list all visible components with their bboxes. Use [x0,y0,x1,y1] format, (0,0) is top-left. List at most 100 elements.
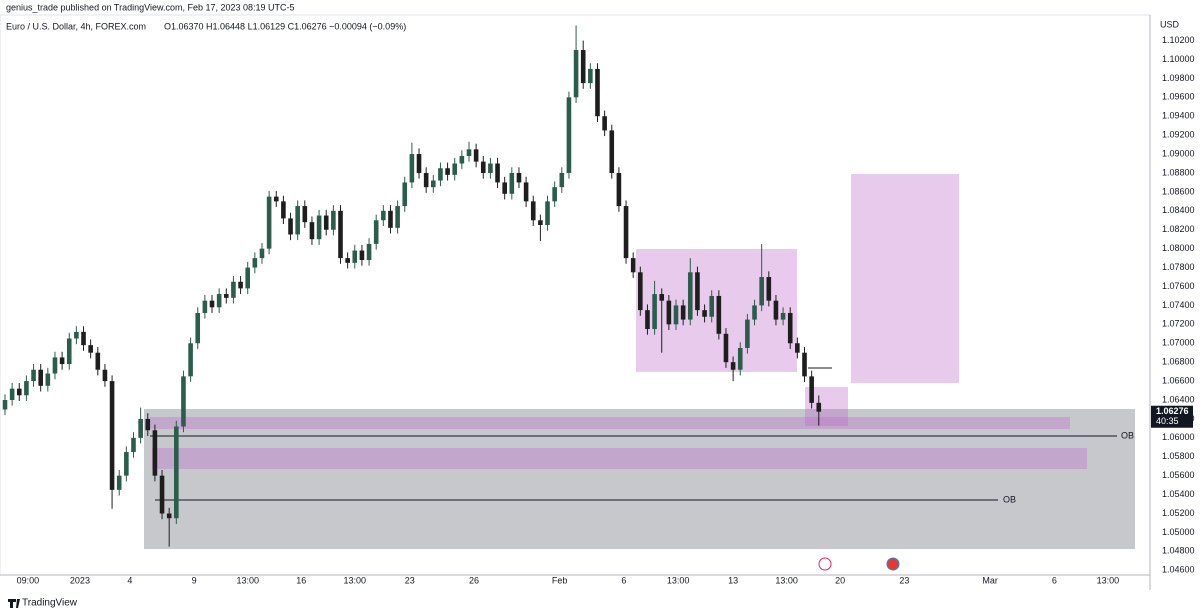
candle-body [716,295,722,334]
candle-body [709,295,715,317]
published-line: genius_trade published on TradingView.co… [6,2,295,12]
symbol-title: Euro / U.S. Dollar, 4h, FOREX.com [6,21,146,31]
candle-body [259,248,265,259]
candle-body [402,182,408,207]
y-tick-label: 1.07600 [1162,281,1195,291]
candle-body [395,206,400,228]
candle-body [16,388,22,396]
candle-body [81,331,86,346]
candle-body [166,513,172,519]
candle-body [673,305,679,325]
ohlc-legend: O1.06370 H1.06448 L1.06129 C1.06276 −0.0… [164,21,406,31]
candle-body [480,161,486,173]
gray-zone [144,409,1135,549]
candle-body [74,331,79,339]
y-tick-label: 1.08400 [1162,205,1195,215]
candle-body [580,50,586,84]
candle-body [516,172,522,183]
candle-body [366,243,372,260]
y-tick-label: 1.07200 [1162,319,1195,329]
candle-body [109,381,115,490]
candle-body [609,130,615,173]
candle-body [66,338,72,365]
candle-body [723,333,729,363]
candle-body [252,258,258,268]
candle-body [188,343,193,377]
y-tick-label: 1.05000 [1162,527,1195,537]
x-tick-label: 23 [899,575,909,585]
candle-body [181,376,186,427]
candle-body [238,281,243,289]
candle-body [245,267,251,289]
candle-body [95,352,101,370]
y-tick-label: 1.05600 [1162,470,1195,480]
candle-body [338,210,343,259]
candle-body [223,294,229,298]
candle-body [373,220,379,244]
candle-body [780,312,786,320]
candle-body [802,352,807,377]
candle-body [523,182,529,202]
x-tick-label: Feb [552,575,568,585]
candle-body [809,376,814,403]
candle-body [38,369,43,386]
x-tick-label: 6 [1052,575,1057,585]
ob-label: OB [1003,494,1016,504]
y-tick-label: 1.08000 [1162,243,1195,253]
y-tick-label: 1.05800 [1162,451,1195,461]
candle-body [545,201,550,225]
candle-body [473,149,479,162]
plot-area [0,14,1151,576]
candle-body [116,475,122,490]
candle-body [659,294,665,301]
event-icon[interactable] [886,557,900,571]
y-tick-label: 1.06200 [1162,413,1195,423]
y-tick-label: 1.08200 [1162,224,1195,234]
candle-body [737,347,743,370]
candle-body [687,272,693,320]
candle-body [766,277,772,301]
event-icon[interactable] [818,557,832,571]
candle-body [359,250,365,260]
x-tick-label: 13:00 [1097,575,1120,585]
candle-body [431,180,436,188]
candle-body [131,437,136,453]
candle-body [552,187,557,202]
price-tag [1151,405,1193,428]
candle-body [138,418,143,438]
y-tick-label: 1.06400 [1162,394,1195,404]
y-tick-label: 1.05400 [1162,489,1195,499]
x-tick-label: 26 [469,575,479,585]
candle-body [352,250,358,263]
candle-body [509,172,515,194]
candle-body [302,206,308,223]
candle-body [381,210,386,221]
candle-body [559,172,565,188]
candle-body [816,402,822,412]
candle-body [623,206,629,259]
candle-body [423,172,429,188]
candle-body [773,300,779,320]
candle-body [459,155,465,164]
candle-body [195,312,201,344]
x-tick-label: 23 [405,575,415,585]
candle-body [730,362,736,370]
candle-body [288,218,293,235]
candle-body [759,277,764,306]
purple-strip [152,448,1087,469]
candle-body [466,149,472,156]
ob-label: OB [1121,430,1134,440]
last-price-label: 1.06276 [1156,406,1189,416]
candle-body [630,258,636,273]
logo [8,599,20,608]
candle-body [602,116,607,131]
x-tick-label: Mar [982,575,998,585]
candle-body [266,196,272,249]
candle-body [573,50,579,98]
candle-body [538,220,543,225]
y-tick-label: 1.07800 [1162,262,1195,272]
candle-body [566,97,572,173]
candle-body [530,201,536,221]
y-tick-label: 1.09200 [1162,130,1195,140]
candle-body [316,215,322,240]
